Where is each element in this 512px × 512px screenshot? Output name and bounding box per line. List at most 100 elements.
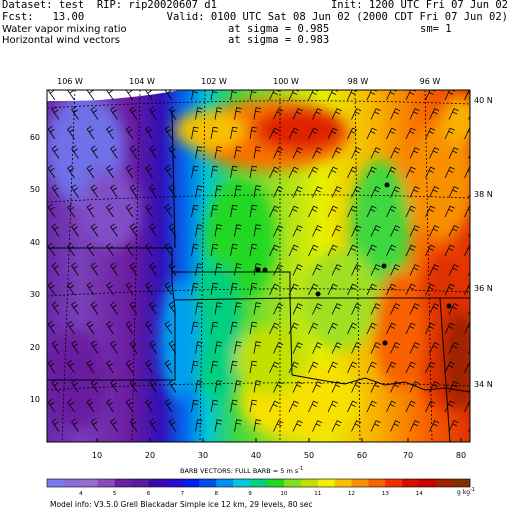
colorbar-label: 9 bbox=[248, 491, 252, 497]
wind-barb bbox=[86, 281, 95, 296]
wind-barb bbox=[164, 203, 173, 218]
colorbar-swatch bbox=[165, 479, 183, 487]
wind-barb bbox=[249, 321, 258, 335]
wind-barb bbox=[292, 147, 303, 159]
wind-barb bbox=[273, 342, 284, 354]
wind-barb bbox=[269, 244, 280, 257]
wind-barb bbox=[125, 125, 134, 140]
wind-barb bbox=[110, 106, 118, 120]
wind-barb bbox=[405, 283, 416, 296]
wind-barb bbox=[195, 380, 203, 393]
wind-barb bbox=[110, 184, 118, 198]
colorbar-label: 14 bbox=[416, 491, 423, 497]
wind-barb bbox=[47, 242, 56, 257]
wind-barb bbox=[425, 166, 436, 179]
wind-barb bbox=[390, 108, 401, 120]
wind-barb bbox=[444, 361, 455, 374]
wind-barb bbox=[366, 166, 377, 179]
wind-barb bbox=[168, 262, 177, 276]
wind-barb bbox=[253, 419, 262, 432]
wind-barb bbox=[327, 283, 338, 296]
colorbar-swatch bbox=[368, 479, 386, 487]
colorbar-swatch bbox=[114, 479, 132, 487]
wind-barb bbox=[429, 342, 440, 354]
wind-barb bbox=[370, 225, 381, 237]
x-tick-label: 10 bbox=[92, 451, 102, 460]
wind-barb bbox=[90, 418, 99, 432]
wind-barb bbox=[191, 243, 199, 257]
wind-barb bbox=[327, 90, 338, 101]
wind-barb bbox=[292, 225, 303, 237]
wind-barb bbox=[429, 147, 440, 159]
wind-barb bbox=[47, 281, 56, 296]
wind-barb bbox=[312, 225, 323, 237]
wind-barb bbox=[288, 400, 299, 413]
wind-barb bbox=[249, 243, 258, 257]
wind-barb bbox=[386, 244, 397, 257]
wind-barb bbox=[106, 398, 114, 413]
wind-barb bbox=[347, 283, 358, 296]
wind-barb bbox=[51, 223, 60, 237]
wind-barb bbox=[405, 90, 416, 101]
wind-barb bbox=[409, 186, 420, 198]
wind-barb bbox=[390, 381, 401, 393]
colorbar-label: 11 bbox=[314, 491, 321, 497]
wind-barb bbox=[106, 359, 114, 374]
colorbar-label: 12 bbox=[348, 491, 355, 497]
wind-barb bbox=[409, 225, 420, 237]
wind-barb bbox=[230, 165, 238, 179]
lon-label: 100 W bbox=[273, 77, 299, 86]
wind-barb bbox=[234, 185, 242, 198]
wind-barb bbox=[331, 342, 342, 354]
wind-barb bbox=[230, 126, 238, 140]
wind-barb bbox=[145, 125, 153, 140]
colorbar-label: 10 bbox=[280, 491, 287, 497]
wind-barb bbox=[110, 379, 118, 393]
wind-barb bbox=[230, 243, 238, 257]
wind-barb bbox=[210, 90, 218, 101]
wind-barb bbox=[390, 264, 401, 276]
wind-barb bbox=[425, 283, 436, 296]
wind-barb bbox=[273, 303, 284, 315]
wind-barb bbox=[273, 225, 284, 237]
wind-barb bbox=[448, 186, 459, 198]
init-time-label: Init: 1200 UTC Fri 07 Jun 02 bbox=[330, 0, 508, 11]
wind-barb bbox=[253, 380, 262, 393]
wind-barb bbox=[347, 361, 358, 374]
lon-label: 106 W bbox=[57, 77, 83, 86]
wind-barb bbox=[210, 126, 219, 140]
wind-barb bbox=[195, 302, 203, 315]
wind-barb bbox=[47, 203, 56, 218]
wind-barb bbox=[230, 399, 238, 413]
wind-barb bbox=[253, 185, 262, 198]
colorbar-swatch bbox=[131, 479, 149, 487]
lat-label: 40 N bbox=[474, 96, 493, 105]
wind-barb bbox=[405, 166, 416, 179]
wind-barb bbox=[312, 381, 323, 393]
wind-barb bbox=[86, 203, 95, 218]
wind-barb bbox=[347, 322, 358, 335]
x-axis-labels: 10 20 30 40 50 60 70 80 bbox=[92, 451, 466, 460]
wind-barb bbox=[331, 108, 342, 120]
wind-barb bbox=[191, 282, 199, 296]
wind-barb bbox=[210, 243, 219, 257]
wind-barb bbox=[253, 224, 262, 237]
wind-barb bbox=[234, 107, 242, 120]
wind-barb bbox=[390, 303, 401, 315]
wind-barb bbox=[129, 340, 138, 354]
wind-barb bbox=[269, 283, 280, 296]
colorbar-swatch bbox=[317, 479, 335, 487]
wind-barb bbox=[106, 125, 114, 140]
wind-barb bbox=[234, 224, 242, 237]
wind-barb bbox=[409, 147, 420, 159]
wind-barb bbox=[312, 264, 323, 276]
wind-barb bbox=[444, 283, 455, 296]
wind-barb bbox=[269, 400, 280, 413]
colorbar-label: 4 bbox=[79, 491, 83, 497]
wind-barb bbox=[86, 359, 95, 374]
y-tick-label: 40 bbox=[30, 238, 40, 247]
wind-barb bbox=[429, 264, 440, 276]
wind-barb bbox=[145, 281, 153, 296]
wind-barb bbox=[164, 320, 173, 335]
lat-label: 36 N bbox=[474, 284, 493, 293]
